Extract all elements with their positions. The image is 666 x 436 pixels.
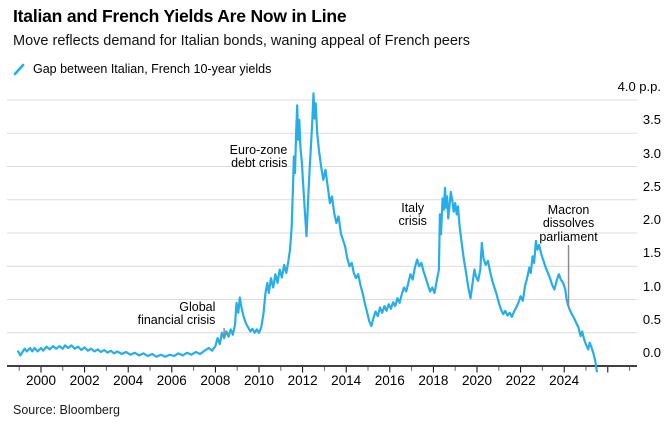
annotation-line: debt crisis	[231, 156, 288, 171]
annotation-line: crisis	[398, 214, 427, 229]
x-tick-label: 2012	[287, 373, 318, 388]
x-tick-label: 2006	[156, 373, 187, 388]
spread-line-series	[17, 92, 599, 373]
annotation-line: parliament	[539, 229, 598, 244]
x-tick-label: 2020	[461, 373, 493, 388]
source-note: Source: Bloomberg	[13, 403, 121, 417]
y-tick-label: 3.0	[642, 145, 661, 161]
legend: Gap between Italian, French 10-year yiel…	[13, 62, 271, 76]
chart-annotation: Euro-zone debt crisis	[229, 142, 288, 171]
x-tick-label: 2008	[200, 373, 231, 388]
annotation-line: Italy	[401, 200, 425, 215]
chart-annotation: Macron dissolves parliament	[499, 202, 639, 245]
x-tick-label: 2004	[113, 373, 144, 388]
y-tick-label: 0.5	[642, 311, 661, 327]
line-series-icon	[13, 63, 26, 76]
y-tick-label: 2.5	[642, 178, 661, 194]
y-tick-label: 1.0	[642, 278, 661, 294]
x-tick-label: 2018	[418, 373, 449, 388]
y-tick-label: 3.5	[642, 112, 661, 128]
x-tick-label: 2010	[243, 373, 275, 388]
x-tick-label: 2016	[374, 373, 405, 388]
y-tick-label: 4.0 p.p.	[617, 79, 661, 94]
chart-subtitle: Move reflects demand for Italian bonds, …	[13, 33, 471, 49]
x-tick-label: 2022	[505, 373, 536, 388]
page-title: Italian and French Yields Are Now in Lin…	[13, 6, 347, 26]
y-tick-label: 0.0	[642, 345, 661, 360]
annotation-line: dissolves	[542, 216, 595, 231]
chart-annotation: Italy crisis	[343, 200, 483, 229]
x-tick-label: 2000	[25, 373, 57, 388]
annotation-line: Macron	[547, 202, 590, 217]
x-tick-label: 2002	[69, 373, 100, 388]
annotation-line: Global	[179, 299, 216, 314]
annotation-line: Euro-zone	[229, 142, 288, 157]
annotation-line: financial crisis	[137, 313, 216, 328]
x-tick-label: 2024	[549, 373, 580, 388]
legend-label: Gap between Italian, French 10-year yiel…	[33, 62, 272, 76]
y-tick-label: 1.5	[642, 245, 661, 261]
chart-annotation: Global financial crisis	[137, 299, 216, 328]
y-tick-label: 2.0	[642, 212, 661, 227]
x-tick-label: 2014	[331, 373, 362, 388]
